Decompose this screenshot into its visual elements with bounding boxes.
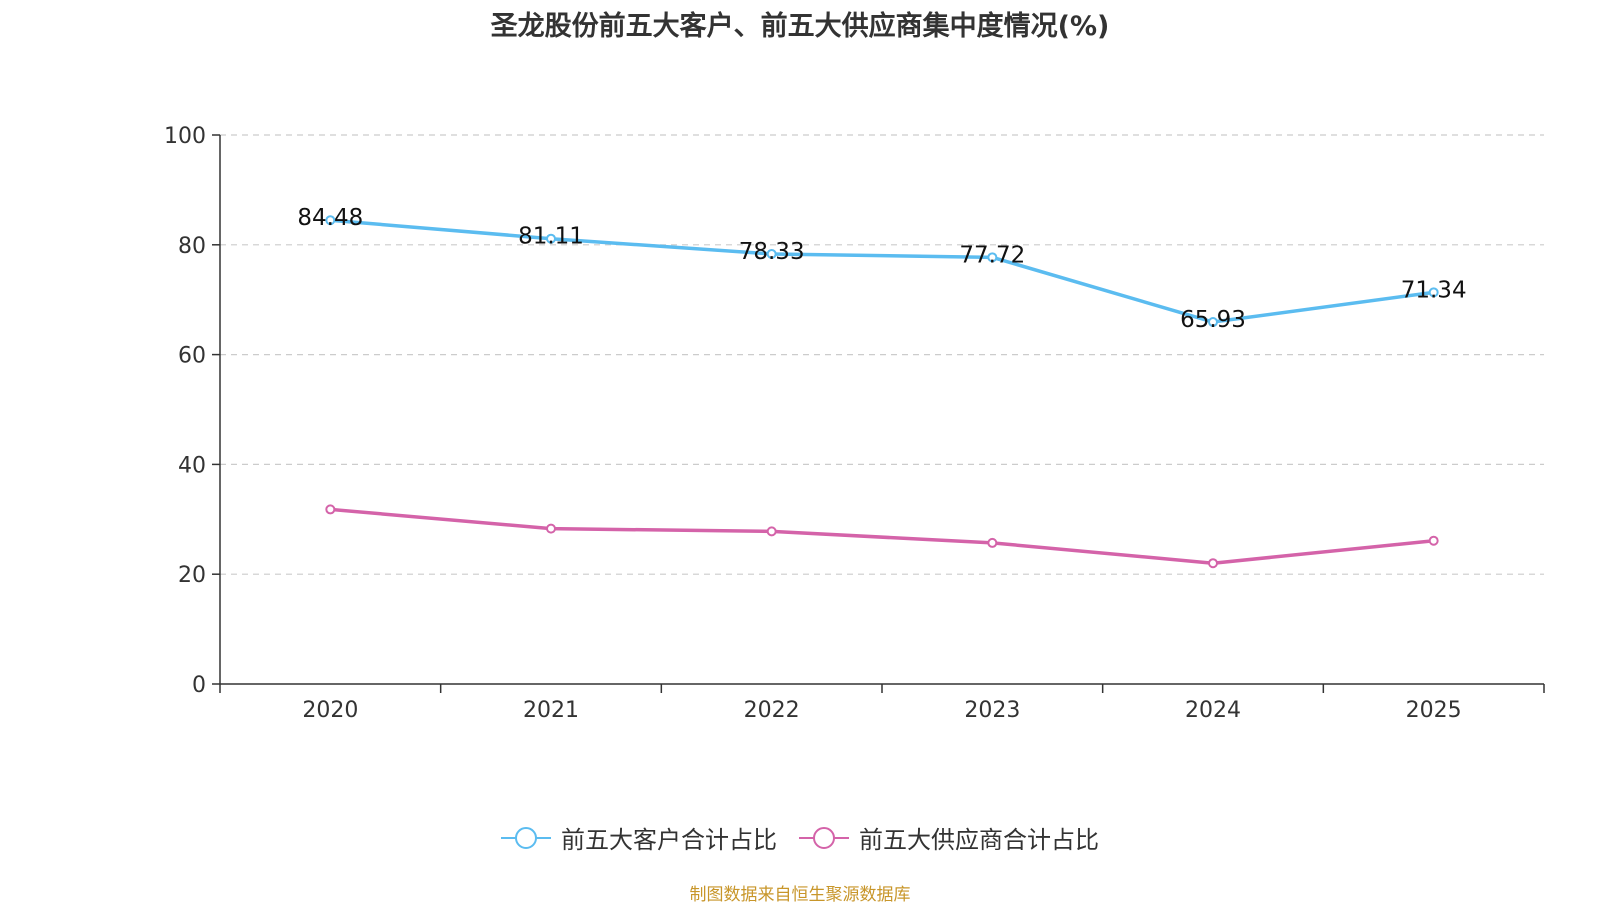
data-label: 71.34: [1401, 277, 1467, 303]
data-label: 78.33: [739, 239, 805, 265]
data-point: [766, 526, 777, 537]
y-tick-label: 80: [178, 234, 206, 259]
data-point: [325, 215, 336, 226]
data-point: [1208, 317, 1218, 328]
legend-item-customers[interactable]: 前五大客户合计占比: [501, 820, 777, 855]
data-label: 77.72: [959, 242, 1025, 268]
y-tick-label: 60: [178, 344, 206, 369]
data-point: [1428, 287, 1439, 298]
legend-item-suppliers[interactable]: 前五大供应商合计占比: [799, 820, 1099, 855]
chart-title: 圣龙股份前五大客户、前五大供应商集中度情况(%): [490, 11, 1110, 42]
legend: 前五大客户合计占比 前五大供应商合计占比: [0, 820, 1600, 855]
data-source-note: 制图数据来自恒生聚源数据库: [689, 885, 911, 905]
y-tick-label: 40: [178, 453, 206, 478]
legend-line-circle-icon: [501, 826, 551, 850]
legend-swatch-circle: [813, 826, 835, 849]
y-tick-label: 20: [178, 563, 206, 588]
legend-line-circle-icon: [799, 826, 849, 850]
line-chart: 0 20 40 60 80 100 2020 2021 2022 2023 2024 2025 84.4…: [164, 124, 1545, 723]
data-point: [987, 537, 998, 548]
data-label: 65.93: [1180, 307, 1246, 333]
data-label: 84.48: [297, 205, 363, 231]
legend-label: 前五大客户合计占比: [561, 826, 777, 854]
data-point: [325, 504, 336, 515]
data-point: [766, 248, 777, 259]
data-point: [1428, 535, 1439, 546]
data-point: [1208, 558, 1218, 569]
legend-label: 前五大供应商合计占比: [859, 826, 1099, 854]
x-tick-label: 2025: [1406, 698, 1462, 723]
legend-swatch-circle: [515, 826, 537, 849]
y-tick-label: 0: [192, 673, 206, 698]
x-tick-label: 2020: [302, 698, 358, 723]
series-line-1: [330, 507, 1434, 565]
data-point: [987, 252, 998, 263]
x-tick-label: 2022: [744, 698, 800, 723]
data-label: 81.11: [518, 224, 584, 250]
x-tick-label: 2021: [523, 698, 579, 723]
x-tick-label: 2024: [1185, 698, 1241, 723]
series-line-0: [330, 218, 1434, 324]
data-point: [546, 523, 556, 534]
y-tick-label: 100: [164, 124, 206, 149]
data-point: [546, 233, 556, 244]
x-tick-label: 2023: [964, 698, 1020, 723]
